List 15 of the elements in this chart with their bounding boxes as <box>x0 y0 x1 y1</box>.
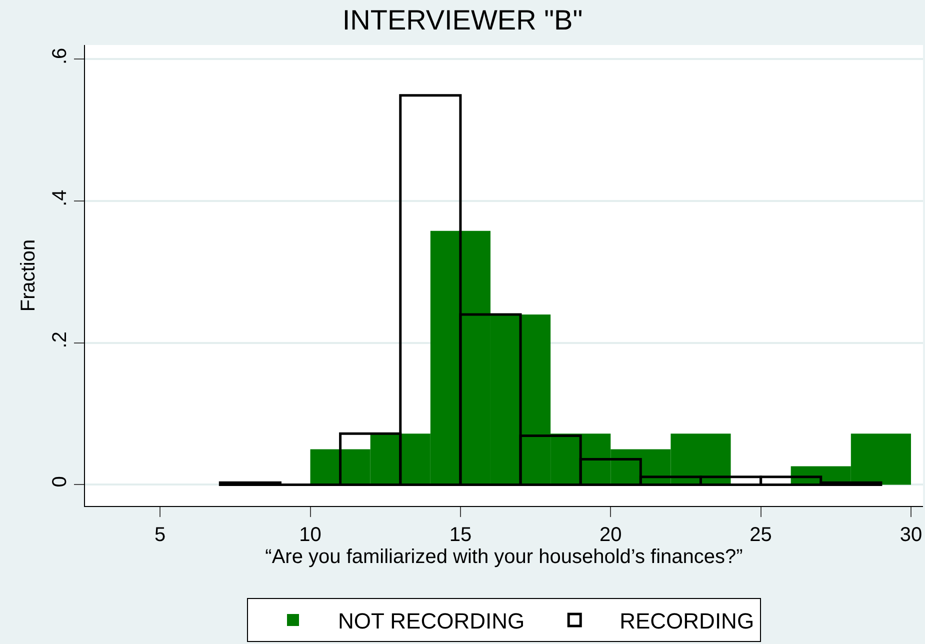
x-axis-title: “Are you familiarized with your household’s finances?” <box>265 546 743 568</box>
x-tick-label: 10 <box>299 524 322 546</box>
y-tick-label: .2 <box>49 332 71 348</box>
x-tick-label: 15 <box>449 524 472 546</box>
y-tick-label: .6 <box>49 48 71 65</box>
x-tick-label: 20 <box>600 524 622 546</box>
legend-label: NOT RECORDING <box>338 608 525 634</box>
legend-label: RECORDING <box>620 608 754 634</box>
y-axis-title: Fraction <box>18 239 40 312</box>
y-tick-label: 0 <box>49 476 71 488</box>
x-tick-label: 25 <box>750 524 772 546</box>
chart-title: INTERVIEWER "B" <box>342 4 583 36</box>
x-tick-label: 5 <box>154 524 166 546</box>
y-tick-label: .4 <box>49 190 71 206</box>
x-tick-label: 30 <box>900 524 922 546</box>
